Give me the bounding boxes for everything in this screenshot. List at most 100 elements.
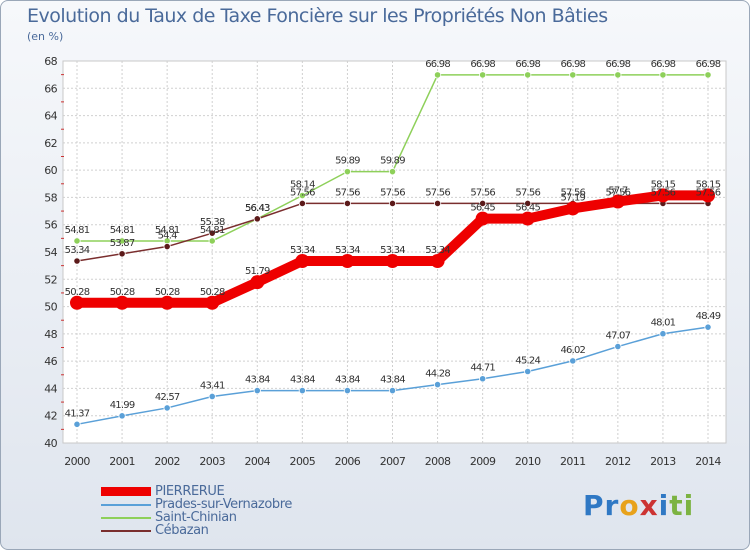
x-tick-label: 2011 [560,455,586,468]
y-tick-label: 66 [44,82,57,95]
point-prades-sur-vernazobre [208,392,216,401]
point-prades-sur-vernazobre [253,387,261,395]
y-tick-label: 58 [44,191,57,204]
data-label-prades-sur-vernazobre: 43.84 [245,375,270,386]
data-label-pierrerue: 53.34 [380,245,405,256]
point-prades-sur-vernazobre [659,330,667,338]
point-saint-chinian [388,168,397,176]
legend-swatch-prades [101,503,151,506]
point-saint-chinian [433,71,442,79]
data-label-saint-chinian: 66.98 [651,59,676,70]
point-pierrerue [205,295,220,310]
legend-label-saint-chinian: Saint-Chinian [155,510,237,525]
point-prades-sur-vernazobre [343,387,352,395]
point-cebazan [388,199,397,208]
data-label-cebazan: 57.56 [606,187,631,198]
point-cebazan [253,215,261,223]
data-label-cebazan: 57.56 [335,187,360,198]
data-label-pierrerue: 58.15 [651,179,676,190]
data-label-cebazan: 57.56 [560,187,585,198]
point-saint-chinian [298,191,306,200]
y-tick-label: 40 [44,437,57,450]
data-label-cebazan: 56.43 [245,203,270,214]
data-label-pierrerue: 57.19 [560,192,585,203]
data-label-saint-chinian: 66.98 [606,59,631,70]
point-pierrerue [655,188,670,203]
data-label-prades-sur-vernazobre: 43.84 [335,375,360,386]
point-prades-sur-vernazobre [479,375,487,383]
data-label-saint-chinian: 66.98 [470,59,495,70]
series-layer [70,71,715,428]
x-tick-label: 2007 [380,455,406,468]
point-cebazan [208,229,216,237]
y-axis: 40 42 44 46 48 50 52 54 56 58 60 62 64 66 68 [44,55,64,450]
point-cebazan [73,257,81,265]
point-pierrerue [520,211,535,226]
point-pierrerue [430,254,445,269]
y-tick-label: 48 [44,328,57,341]
logo-part-1: Pr [583,489,620,522]
legend-label-pierrerue: PIERRERUE [155,484,225,499]
x-tick-label: 2012 [605,455,631,468]
legend-swatch-cebazan [101,529,151,532]
data-label-pierrerue: 57.7 [608,186,628,197]
data-label-cebazan: 53.87 [110,238,135,249]
point-pierrerue [565,201,580,216]
data-label-saint-chinian: 54.81 [65,225,90,236]
data-label-cebazan: 54.4 [158,231,178,242]
point-saint-chinian [524,71,532,79]
data-label-saint-chinian: 54.81 [110,225,135,236]
y-tick-label: 68 [44,55,57,68]
x-tick-label: 2013 [650,455,676,468]
data-label-prades-sur-vernazobre: 46.02 [560,345,585,356]
point-pierrerue [701,188,715,203]
legend-swatch-saint-chinian [101,516,151,519]
point-pierrerue [385,254,400,269]
point-saint-chinian [569,71,577,79]
data-label-saint-chinian: 56.43 [245,203,270,214]
data-label-prades-sur-vernazobre: 44.71 [470,363,495,374]
point-cebazan [298,199,306,208]
point-cebazan [118,250,126,258]
legend-item-cebazan: Cébazan [101,524,292,537]
data-label-prades-sur-vernazobre: 47.07 [606,331,631,342]
x-tick-label: 2005 [290,455,316,468]
point-saint-chinian [704,71,712,79]
data-label-prades-sur-vernazobre: 48.01 [651,318,676,329]
data-label-cebazan: 57.56 [425,187,450,198]
point-prades-sur-vernazobre [298,387,306,395]
point-prades-sur-vernazobre [569,357,577,365]
data-label-pierrerue: 53.34 [335,245,360,256]
point-pierrerue [475,211,490,226]
legend-item-saint-chinian: Saint-Chinian [101,511,292,524]
data-label-pierrerue: 56.45 [515,203,540,214]
data-label-prades-sur-vernazobre: 41.37 [65,408,90,419]
y-tick-label: 46 [44,355,57,368]
data-label-prades-sur-vernazobre: 44.28 [425,369,450,380]
point-cebazan [433,199,442,208]
data-label-pierrerue: 50.28 [155,287,180,298]
chart-subtitle: (en %) [27,30,64,43]
x-tick-label: 2000 [64,455,90,468]
data-label-saint-chinian: 59.89 [335,156,360,167]
legend: PIERRERUE Prades-sur-Vernazobre Saint-Ch… [101,485,292,537]
x-tick-label: 2006 [335,455,361,468]
point-pierrerue [295,254,310,269]
x-tick-label: 2014 [695,455,721,468]
data-label-cebazan: 57.56 [380,187,405,198]
point-cebazan [343,199,352,208]
point-saint-chinian [208,237,216,245]
y-tick-label: 56 [44,219,57,232]
point-pierrerue [250,275,265,290]
point-prades-sur-vernazobre [524,367,532,376]
point-cebazan [524,199,532,208]
x-axis: 2000 2001 2002 2003 2004 2005 2006 2007 2008 2009… [64,455,722,468]
data-label-cebazan: 57.56 [290,187,315,198]
data-label-cebazan: 57.56 [651,187,676,198]
logo-part-5: ti [669,489,695,522]
x-tick-label: 2010 [515,455,541,468]
data-label-saint-chinian: 66.98 [560,59,585,70]
legend-item-pierrerue: PIERRERUE [101,485,292,498]
x-tick-label: 2002 [154,455,180,468]
